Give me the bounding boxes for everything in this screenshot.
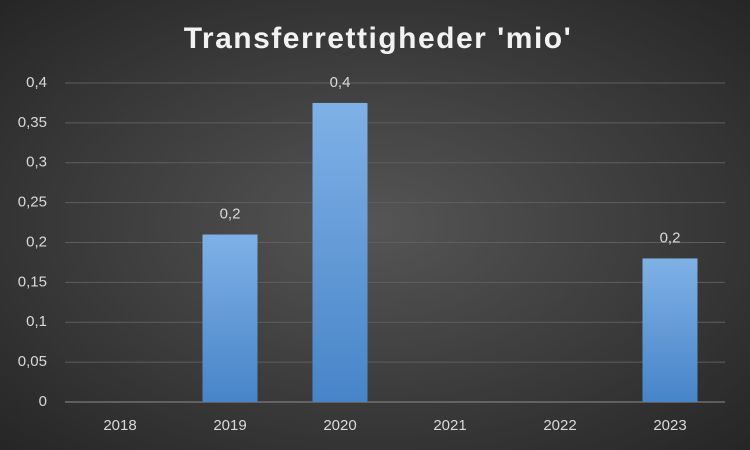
x-tick-label: 2021	[433, 417, 466, 434]
x-tick-label: 2018	[103, 417, 136, 434]
y-tick-label: 0,4	[26, 74, 47, 91]
y-tick-label: 0,35	[18, 114, 47, 131]
x-tick-label: 2020	[323, 417, 356, 434]
bar	[642, 258, 698, 402]
value-label: 0,2	[660, 229, 681, 246]
y-tick-label: 0,05	[18, 353, 47, 370]
y-tick-label: 0,25	[18, 194, 47, 211]
chart-title: Transferrettigheder 'mio'	[184, 22, 573, 55]
y-tick-label: 0,3	[26, 154, 47, 171]
y-tick-label: 0	[39, 393, 47, 410]
value-label: 0,4	[330, 74, 351, 91]
y-tick-label: 0,2	[26, 233, 47, 250]
value-label: 0,2	[220, 205, 241, 222]
x-tick-label: 2023	[653, 417, 686, 434]
x-tick-label: 2019	[213, 417, 246, 434]
y-tick-label: 0,1	[26, 313, 47, 330]
x-tick-label: 2022	[543, 417, 576, 434]
bar	[202, 234, 258, 402]
y-tick-label: 0,15	[18, 273, 47, 290]
bar	[312, 102, 368, 402]
